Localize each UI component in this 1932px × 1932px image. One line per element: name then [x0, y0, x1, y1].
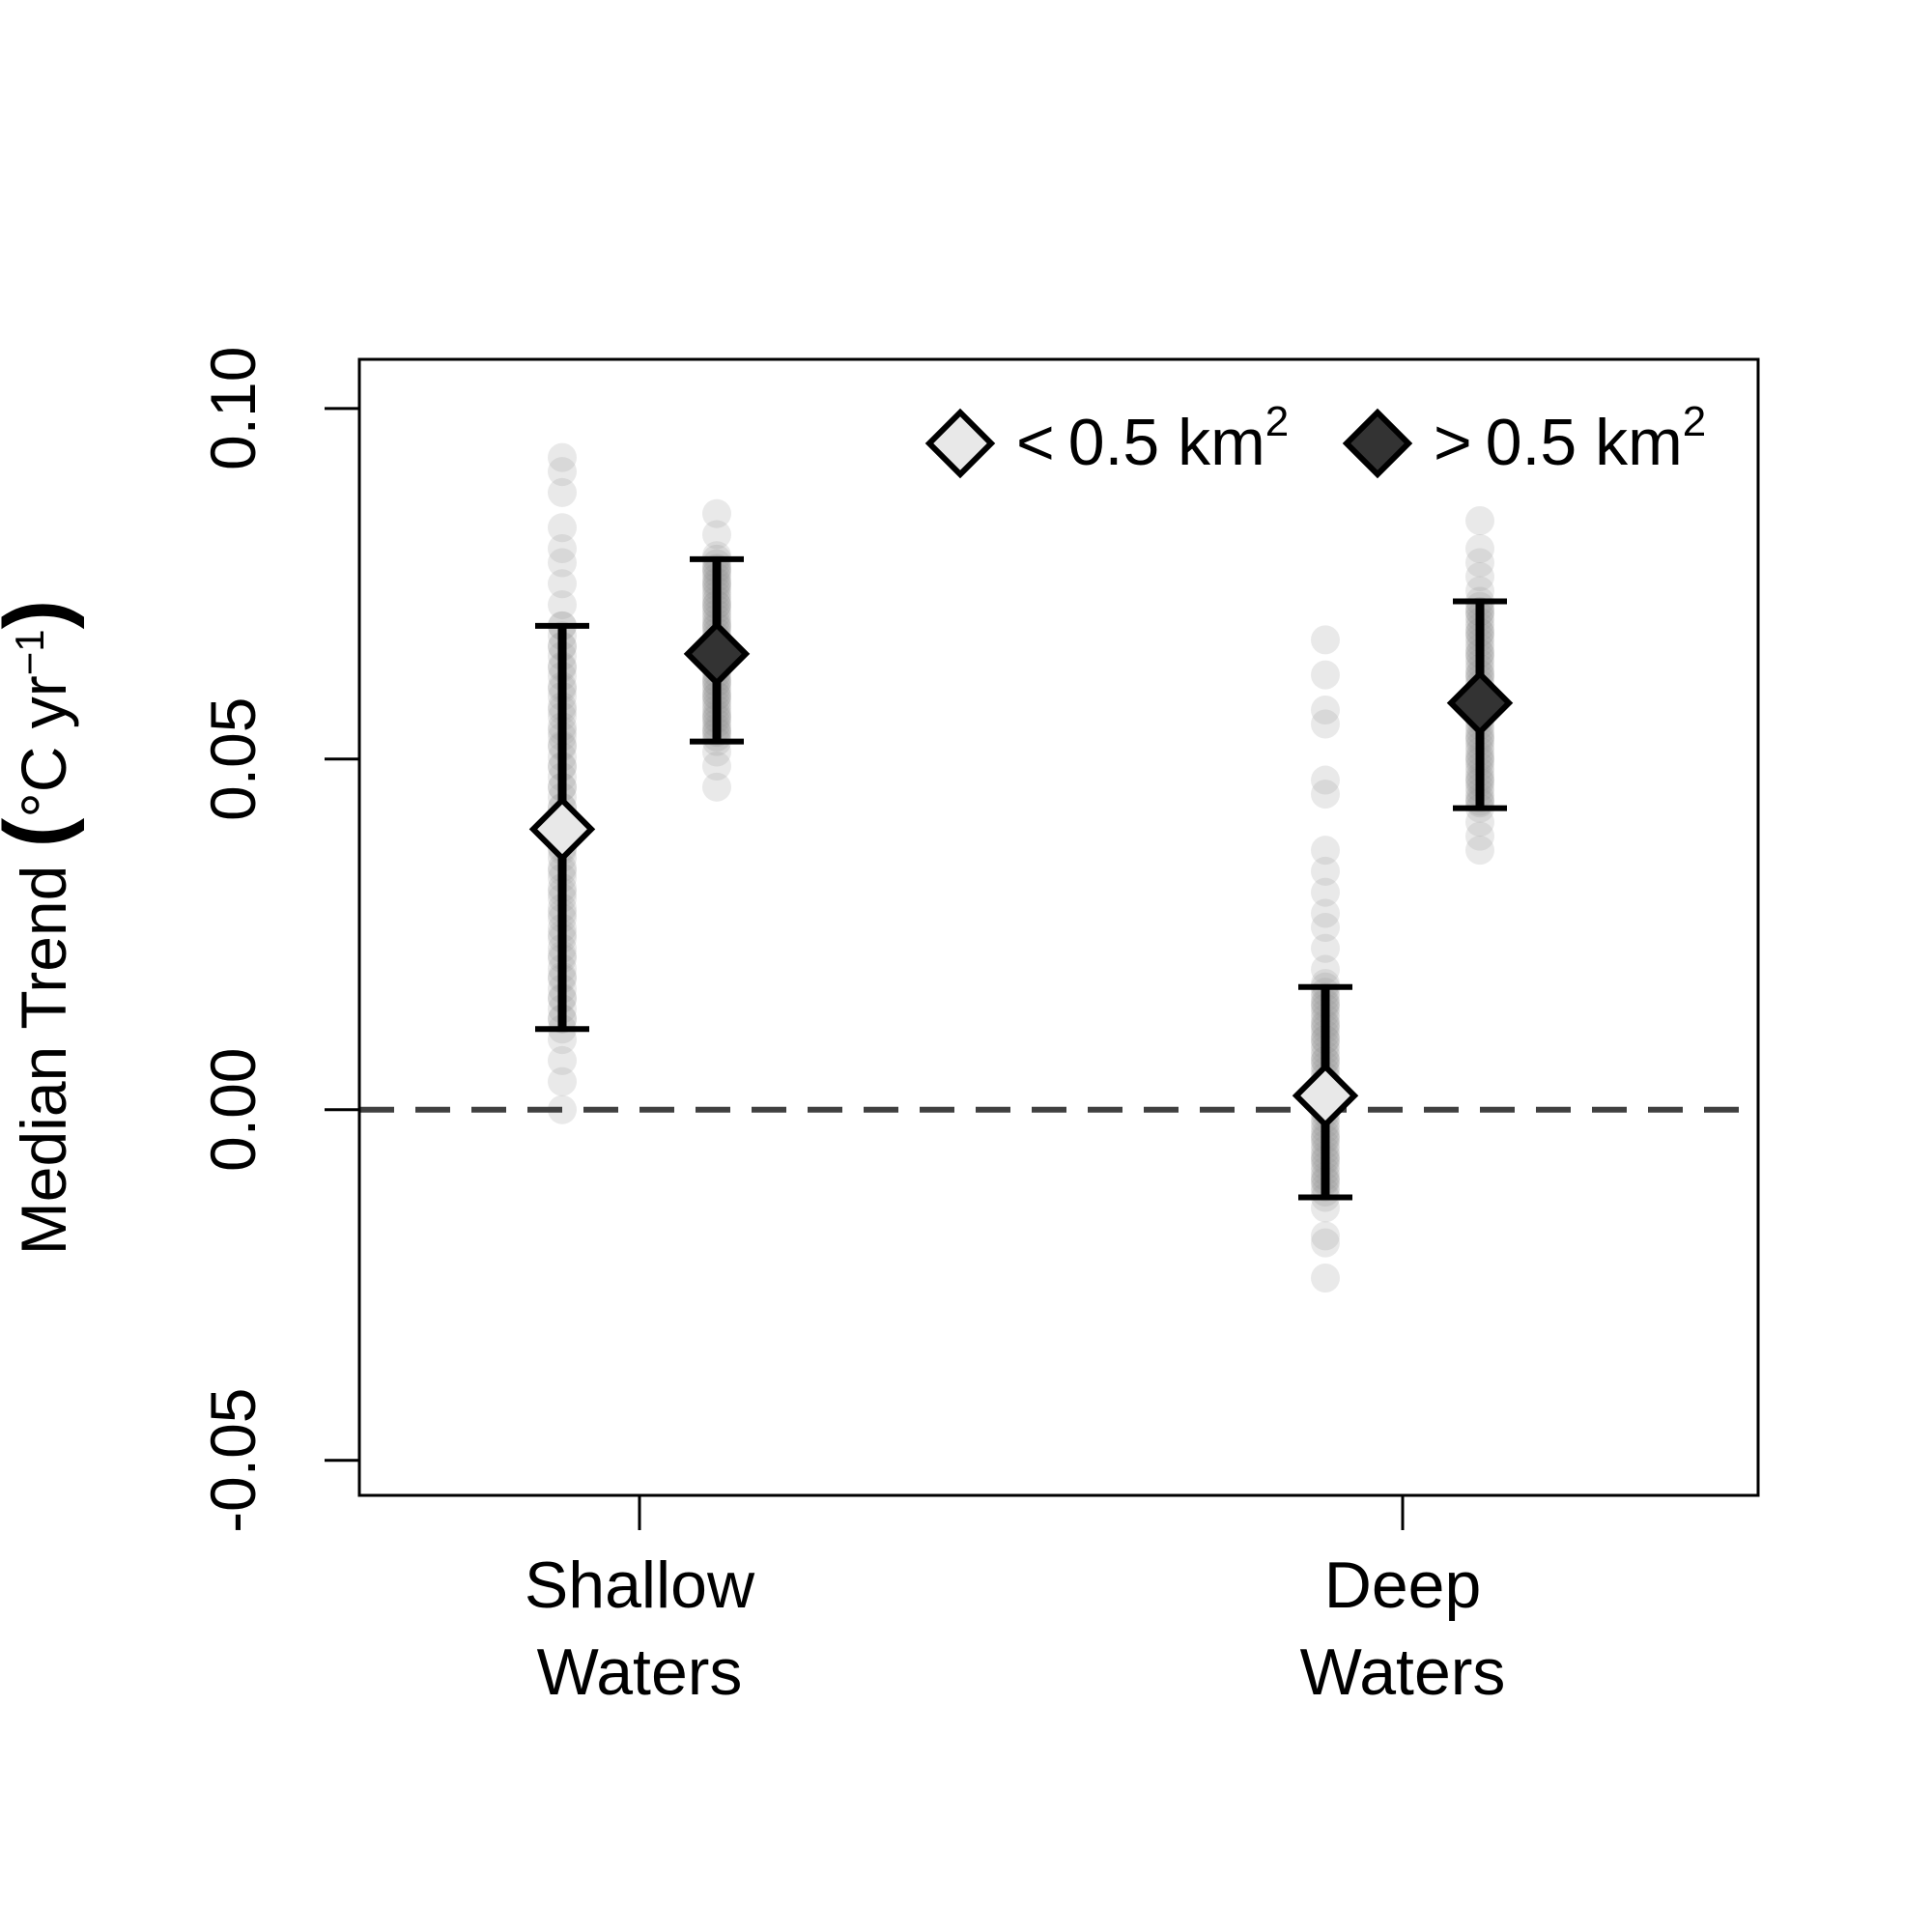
y-axis-label-sup: −1: [7, 629, 52, 675]
sample-point: [1311, 856, 1340, 886]
legend-item-small: <0.5 km2: [924, 398, 1289, 479]
sample-point: [1311, 765, 1340, 795]
sample-point: [1465, 808, 1494, 838]
sample-point: [548, 442, 577, 472]
legend-marker-diamond: [1342, 408, 1413, 479]
x-category-label-line1: Deep: [1324, 1548, 1482, 1622]
x-axis: Shallow Waters Deep Waters: [525, 1495, 1505, 1709]
x-category-label-line1: Shallow: [525, 1548, 755, 1622]
sample-point: [1311, 1228, 1340, 1258]
sample-point: [1311, 780, 1340, 810]
sample-point: [548, 1066, 577, 1096]
x-category-label-line2: Waters: [1300, 1635, 1506, 1709]
y-axis-label-unit: °C yr: [8, 675, 79, 817]
sample-point: [1465, 534, 1494, 563]
sample-point: [548, 569, 577, 599]
legend-sup-small: 2: [1265, 398, 1289, 445]
median-marker-layer: [528, 620, 1514, 1129]
y-tick-label: 0.10: [197, 347, 269, 470]
sample-point: [1465, 576, 1494, 606]
sample-point: [1311, 913, 1340, 942]
legend-symbol-small: <: [1016, 406, 1055, 479]
y-tick-label: 0.00: [197, 1048, 269, 1172]
sample-point: [548, 534, 577, 563]
sample-point: [1311, 969, 1340, 999]
sample-point: [702, 541, 731, 571]
sample-point: [548, 513, 577, 543]
sample-point: [702, 737, 731, 767]
legend-value-large: 0.5 km: [1486, 406, 1683, 479]
y-tick-label: -0.05: [197, 1387, 269, 1532]
sample-point: [548, 548, 577, 578]
sample-point: [1311, 877, 1340, 907]
sample-point: [1311, 1193, 1340, 1223]
sample-point: [548, 477, 577, 507]
sample-point: [702, 498, 731, 528]
sample-point: [1311, 898, 1340, 928]
median-diamond: [1446, 669, 1514, 736]
y-axis-label: Median Trend (°C yr−1): [0, 600, 85, 1255]
sample-point: [548, 457, 577, 487]
legend-label-large: >0.5 km2: [1434, 398, 1706, 479]
sample-point: [702, 772, 731, 802]
sample-points-layer: [548, 442, 1494, 1293]
y-axis-label-main: Median Trend: [8, 847, 79, 1255]
sample-point: [548, 1025, 577, 1055]
sample-point: [1311, 709, 1340, 739]
legend: <0.5 km2 >0.5 km2: [924, 398, 1706, 479]
x-category-label-line2: Waters: [537, 1635, 743, 1709]
legend-value-small: 0.5 km: [1068, 406, 1265, 479]
sample-point: [1311, 1221, 1340, 1251]
sample-point: [1311, 836, 1340, 866]
y-axis: -0.05 0.00 0.05 0.10: [197, 347, 359, 1533]
sample-point: [1311, 695, 1340, 724]
sample-point: [1311, 1263, 1340, 1293]
legend-label-small: <0.5 km2: [1016, 398, 1289, 479]
sample-point: [1311, 660, 1340, 690]
sample-point: [1465, 836, 1494, 866]
sample-point: [702, 752, 731, 781]
sample-point: [1311, 933, 1340, 963]
sample-point: [548, 1045, 577, 1075]
y-axis-label-open-paren: (: [0, 817, 85, 847]
y-axis-label-close-paren: ): [0, 600, 85, 630]
sample-point: [702, 520, 731, 550]
sample-point: [1465, 821, 1494, 851]
plot-frame: [357, 357, 1760, 1497]
y-tick-label: 0.05: [197, 697, 269, 821]
median-diamond: [528, 796, 596, 863]
sample-point: [1311, 954, 1340, 984]
sample-point: [1465, 562, 1494, 592]
median-diamond: [683, 620, 751, 688]
legend-item-large: >0.5 km2: [1342, 398, 1706, 479]
sample-point: [1311, 625, 1340, 655]
legend-sup-large: 2: [1683, 398, 1706, 445]
sample-point: [548, 590, 577, 620]
error-bar-layer: [535, 555, 1507, 1201]
median-diamond: [1292, 1062, 1359, 1129]
legend-marker-diamond: [924, 408, 996, 479]
legend-symbol-large: >: [1434, 406, 1472, 479]
sample-point: [1465, 505, 1494, 535]
sample-point: [1465, 548, 1494, 578]
